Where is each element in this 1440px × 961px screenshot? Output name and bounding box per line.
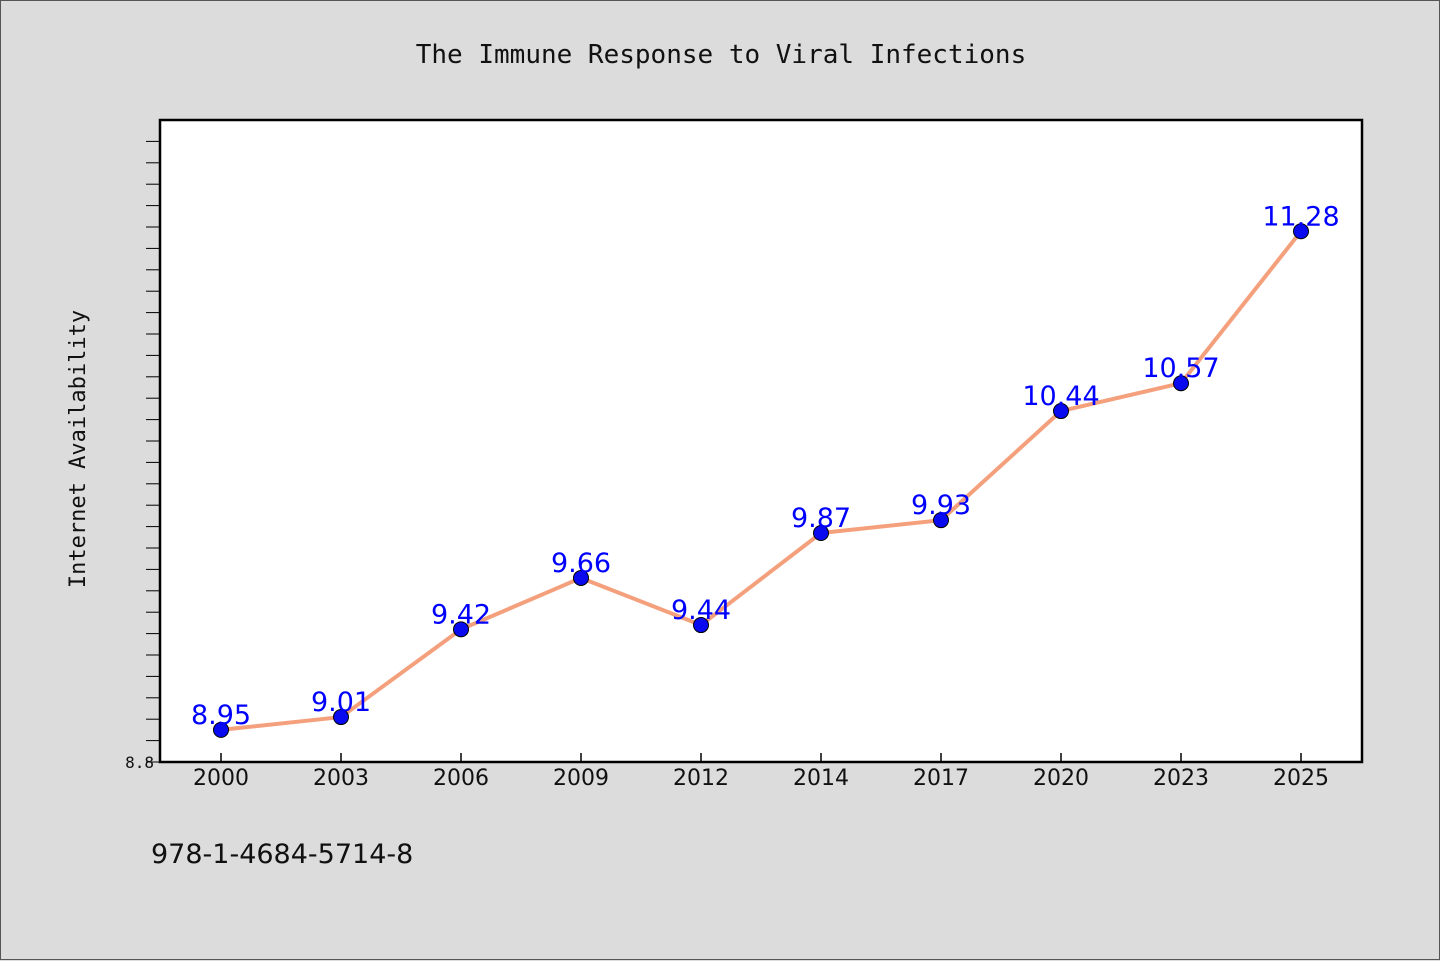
y-axis-label: Internet Availability [66, 310, 91, 588]
series-value-labels: 8.95 9.01 9.42 9.66 9.44 9.87 9.93 10.44 10.57 11… [191, 201, 1340, 731]
data-value-label: 9.93 [911, 490, 971, 521]
x-tick-label: 2020 [1033, 766, 1089, 791]
series-line [219, 229, 1303, 732]
series-markers [213, 223, 1309, 738]
x-axis-ticks [220, 753, 1302, 762]
data-point-marker [933, 512, 949, 529]
x-axis-tick-labels: 2000 2003 2006 2009 2012 2014 2017 2020 2023 2025 [193, 766, 1329, 791]
data-point-marker [213, 721, 229, 738]
data-point-marker [1173, 375, 1189, 392]
plot-area [158, 118, 1364, 764]
data-value-label: 8.95 [191, 700, 251, 731]
data-point-marker [1293, 223, 1309, 240]
data-value-label: 9.44 [671, 595, 731, 626]
x-tick-label: 2014 [793, 766, 849, 791]
isbn-footer: 978-1-4684-5714-8 [151, 839, 413, 870]
data-point-marker [1053, 403, 1069, 420]
data-value-label: 9.87 [791, 503, 851, 534]
x-tick-label: 2017 [913, 766, 969, 791]
y-axis-minor-ticks [146, 140, 160, 763]
data-point-marker [573, 569, 589, 586]
x-tick-label: 2012 [673, 766, 729, 791]
x-tick-label: 2023 [1153, 766, 1209, 791]
y-axis-tick-labels: 8.8 [125, 753, 154, 772]
x-tick-label: 2006 [433, 766, 489, 791]
data-value-label: 11.28 [1262, 201, 1339, 232]
x-tick-label: 2025 [1273, 766, 1329, 791]
x-tick-label: 2009 [553, 766, 609, 791]
data-point-marker [453, 621, 469, 638]
data-point-marker [813, 525, 829, 542]
data-point-marker [693, 617, 709, 634]
data-value-label: 10.44 [1022, 381, 1099, 412]
y-tick-label: 8.8 [125, 753, 154, 772]
data-value-label: 9.42 [431, 599, 491, 630]
data-value-label: 9.01 [311, 687, 371, 718]
series-lines [219, 229, 1303, 732]
x-tick-label: 2003 [313, 766, 369, 791]
data-point-marker [333, 709, 349, 726]
data-value-label: 10.57 [1142, 353, 1219, 384]
chart-title: The Immune Response to Viral Infections [416, 40, 1026, 70]
x-tick-label: 2000 [193, 766, 249, 791]
data-value-label: 9.66 [551, 548, 611, 579]
